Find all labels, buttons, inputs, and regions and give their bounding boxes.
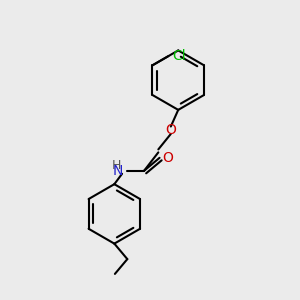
Text: H: H [112, 159, 121, 172]
Text: O: O [163, 151, 173, 165]
Text: O: O [165, 123, 176, 137]
Text: Cl: Cl [172, 49, 186, 63]
Text: N: N [112, 164, 123, 178]
